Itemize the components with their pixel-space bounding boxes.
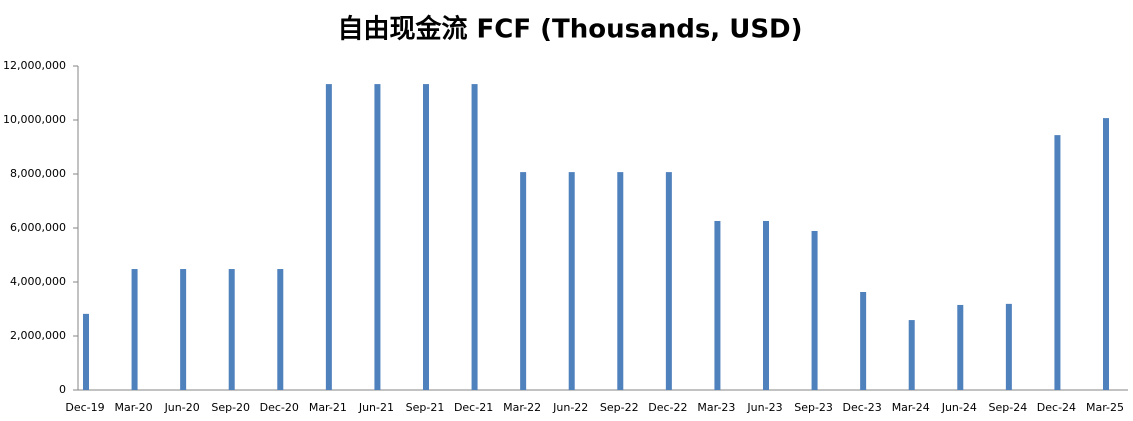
bar [277, 269, 284, 390]
bar [908, 320, 915, 390]
x-tick-label: Mar-20 [115, 401, 153, 414]
x-tick-label: Dec-22 [648, 401, 687, 414]
x-tick-label: Dec-19 [65, 401, 104, 414]
x-tick-label: Mar-21 [309, 401, 347, 414]
x-tick-label: Sep-23 [794, 401, 833, 414]
y-tick-label: 4,000,000 [10, 275, 66, 288]
chart-title: 自由现金流 FCF (Thousands, USD) [337, 14, 802, 45]
bar [325, 84, 332, 390]
x-tick-label: Jun-22 [552, 401, 588, 414]
bar [83, 313, 89, 390]
x-tick-label: Dec-20 [260, 401, 299, 414]
x-tick-label: Mar-23 [697, 401, 735, 414]
bar [763, 220, 769, 390]
bar [617, 172, 624, 390]
y-tick-label: 0 [59, 383, 66, 396]
y-tick-label: 2,000,000 [10, 329, 66, 342]
bar [471, 84, 478, 390]
bar [714, 220, 721, 390]
y-tick-label: 10,000,000 [3, 113, 66, 126]
bar [811, 230, 818, 390]
bar [957, 304, 964, 390]
bar [180, 269, 187, 390]
bar [1054, 135, 1061, 390]
x-tick-label: Dec-23 [843, 401, 882, 414]
bar [228, 269, 235, 390]
bar [1103, 118, 1109, 391]
bar [131, 269, 138, 390]
x-tick-label: Jun-20 [164, 401, 200, 414]
x-tick-label: Mar-25 [1086, 401, 1124, 414]
bar [860, 291, 867, 390]
x-tick-label: Mar-24 [892, 401, 930, 414]
x-tick-label: Mar-22 [503, 401, 541, 414]
x-tick-label: Jun-23 [746, 401, 782, 414]
bar [1005, 303, 1012, 390]
x-tick-label: Sep-21 [406, 401, 445, 414]
bar [520, 172, 527, 390]
x-tick-label: Dec-21 [454, 401, 493, 414]
y-tick-label: 12,000,000 [3, 59, 66, 72]
bar [568, 172, 575, 390]
x-tick-label: Sep-24 [989, 401, 1028, 414]
x-tick-label: Sep-22 [600, 401, 639, 414]
bar [423, 84, 429, 390]
y-tick-label: 8,000,000 [10, 167, 66, 180]
x-tick-label: Sep-20 [211, 401, 250, 414]
y-tick-label: 6,000,000 [10, 221, 66, 234]
bar [665, 172, 672, 390]
bar [374, 84, 381, 390]
x-tick-label: Jun-21 [358, 401, 394, 414]
x-tick-label: Dec-24 [1037, 401, 1076, 414]
x-tick-label: Jun-24 [941, 401, 977, 414]
